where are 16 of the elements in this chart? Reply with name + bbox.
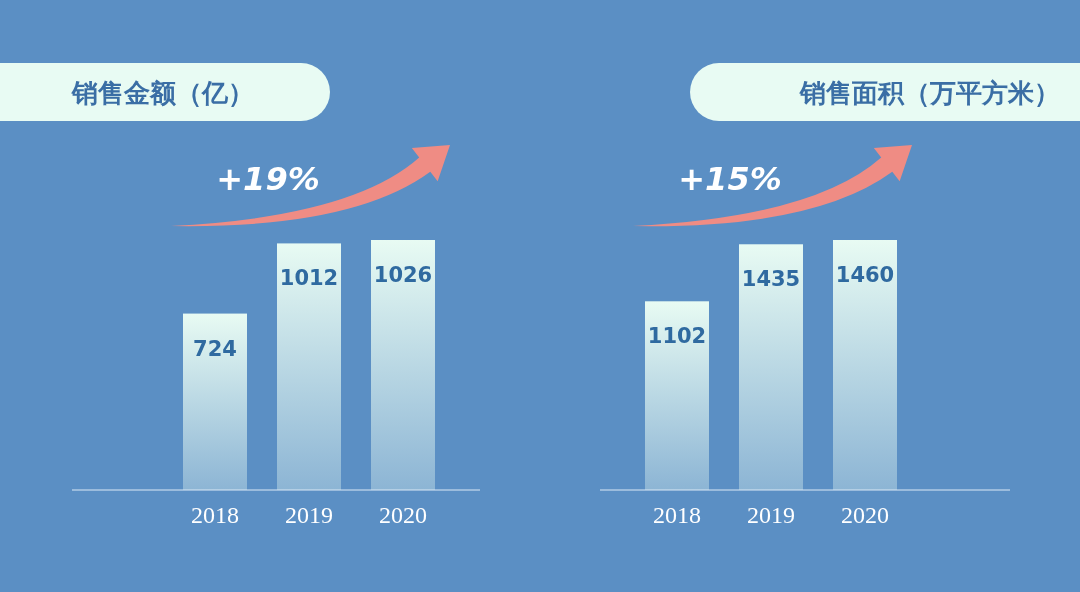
data-label: 1102 (647, 324, 707, 349)
x-tick-label: 2020 (379, 502, 427, 528)
text: +19% (216, 160, 320, 198)
data-label: 1026 (373, 263, 433, 287)
chart-title: 销售面积（万平方米） (799, 78, 1060, 108)
x-tick-label: 2019 (285, 502, 333, 528)
text: +15% (678, 160, 782, 198)
data-label: 1012 (279, 266, 339, 291)
x-tick-label: 2020 (841, 502, 889, 528)
data-label: 1460 (835, 263, 895, 287)
x-tick-label: 2019 (747, 502, 795, 528)
x-tick-label: 2018 (191, 502, 239, 528)
chart-title: 销售金额（亿） (71, 78, 254, 108)
x-tick-label: 2018 (653, 502, 701, 528)
data-label: 724 (193, 336, 237, 361)
data-label: 1435 (741, 267, 801, 292)
